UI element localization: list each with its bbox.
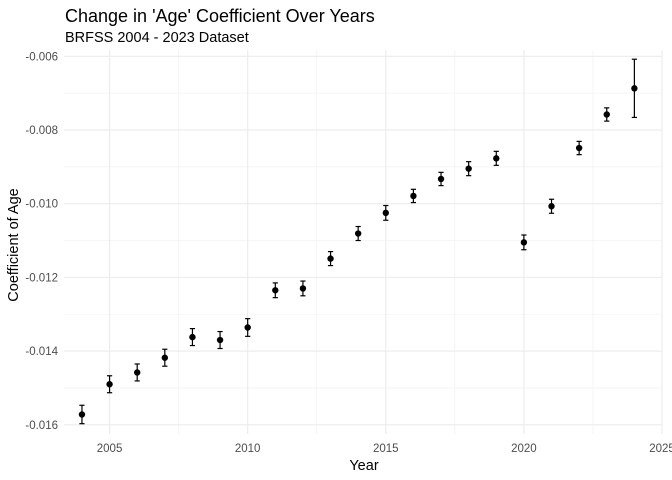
point-layer [78, 85, 638, 418]
data-point [548, 203, 555, 210]
data-point [244, 324, 251, 331]
data-point [216, 336, 224, 344]
data-point [631, 85, 638, 92]
y-tick-label: -0.006 [25, 51, 58, 63]
y-axis-ticks: -0.016 -0.014 -0.012 -0.010 -0.008 -0.006 [25, 51, 58, 432]
errorbar-layer [79, 58, 637, 425]
x-tick-label: 2005 [97, 443, 123, 455]
data-point [493, 155, 500, 162]
x-tick-label: 2010 [235, 443, 261, 455]
y-tick-label: -0.014 [25, 346, 58, 358]
x-axis-title: Year [349, 458, 378, 474]
data-point [106, 381, 113, 388]
data-point [437, 175, 445, 183]
x-axis-ticks: 2005 2010 2015 2020 2025 [97, 443, 672, 455]
data-point [78, 411, 86, 418]
data-point [299, 285, 307, 292]
chart-subtitle: BRFSS 2004 - 2023 Dataset [65, 30, 249, 46]
data-point [327, 255, 334, 262]
data-point [382, 209, 389, 217]
data-point [575, 144, 583, 152]
chart-title: Change in 'Age' Coefficient Over Years [65, 6, 375, 26]
data-point [272, 287, 279, 294]
x-tick-label: 2020 [511, 443, 537, 455]
data-point [520, 239, 528, 246]
y-tick-label: -0.008 [25, 125, 58, 137]
grid-layer [64, 50, 663, 434]
data-point [189, 333, 196, 341]
data-point [354, 230, 362, 237]
data-point [603, 111, 610, 118]
y-tick-label: -0.016 [25, 420, 58, 432]
y-tick-label: -0.010 [25, 199, 58, 211]
x-tick-label: 2025 [649, 443, 672, 455]
plot-panel [64, 50, 663, 434]
data-point [410, 192, 417, 200]
data-point [161, 354, 169, 361]
y-axis-title: Coefficient of Age [6, 188, 22, 301]
data-point [465, 165, 472, 172]
y-tick-label: -0.012 [25, 272, 58, 284]
data-point [133, 369, 141, 376]
x-tick-label: 2015 [373, 443, 399, 455]
